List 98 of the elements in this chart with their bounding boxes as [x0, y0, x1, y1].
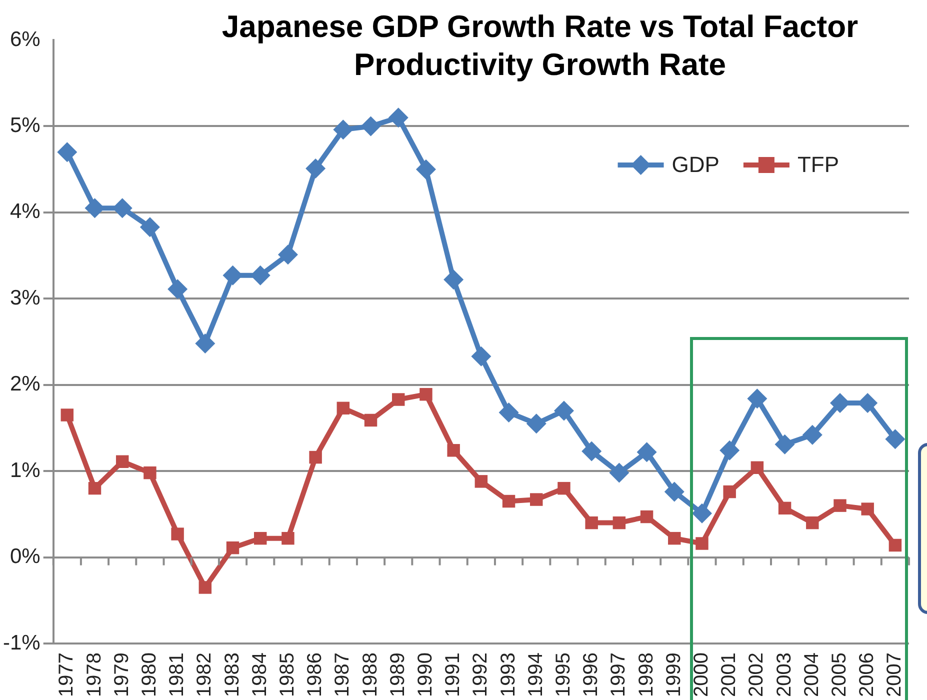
- x-tick-label: 1991: [442, 652, 464, 698]
- y-tick-label: 4%: [10, 200, 40, 224]
- x-tick-label: 2001: [718, 652, 740, 698]
- point: [696, 537, 708, 550]
- point: [774, 434, 795, 454]
- y-tick-label: -1%: [2, 631, 40, 654]
- x-tick-label: 1987: [332, 652, 354, 698]
- point: [778, 502, 792, 515]
- point: [664, 482, 684, 502]
- point: [750, 461, 764, 474]
- x-tick-label: 2003: [773, 652, 796, 698]
- point: [392, 393, 405, 406]
- point: [668, 532, 681, 545]
- point: [530, 493, 543, 506]
- x-tick-label: 1978: [83, 652, 106, 698]
- point: [640, 510, 654, 524]
- point: [802, 424, 822, 445]
- point: [364, 414, 378, 427]
- x-tick-label: 1988: [359, 652, 382, 698]
- y-tick-label: 6%: [10, 28, 40, 51]
- x-tick-label: 2000: [690, 652, 712, 698]
- point: [692, 503, 712, 524]
- y-tick-label: 0%: [10, 545, 40, 568]
- point: [526, 414, 546, 434]
- x-tick-label: 1984: [248, 652, 271, 698]
- y-tick-label: 1%: [10, 458, 40, 482]
- x-tick-label: 2007: [884, 652, 906, 698]
- point: [444, 270, 464, 290]
- point: [416, 159, 436, 180]
- point: [88, 482, 102, 495]
- point: [585, 516, 598, 530]
- point: [360, 116, 381, 136]
- point: [171, 528, 184, 540]
- point: [57, 142, 78, 162]
- point: [226, 541, 240, 554]
- point: [447, 444, 460, 457]
- x-tick-label: 1980: [138, 652, 160, 698]
- point: [498, 402, 519, 422]
- point: [278, 244, 298, 265]
- point: [554, 400, 574, 421]
- legend-label: GDP: [672, 152, 720, 178]
- chart-title: Japanese GDP Growth Rate vs Total Factor Productivity Growth Rate: [220, 8, 860, 84]
- point: [471, 346, 492, 366]
- point: [861, 502, 874, 516]
- x-tick-label: 2002: [746, 652, 768, 698]
- x-tick-label: 1982: [194, 652, 216, 698]
- point: [144, 466, 156, 480]
- point: [388, 108, 408, 128]
- point: [723, 485, 736, 498]
- point: [306, 158, 326, 178]
- x-tick-label: 1996: [580, 652, 602, 698]
- y-tick-label: 2%: [10, 372, 40, 396]
- point: [834, 499, 846, 512]
- point: [720, 440, 740, 460]
- point: [612, 516, 626, 530]
- x-tick-label: 2004: [800, 652, 823, 698]
- point: [198, 581, 212, 594]
- x-tick-label: 1989: [386, 652, 409, 698]
- point: [609, 462, 630, 483]
- y-tick-label: 3%: [10, 286, 40, 310]
- point: [336, 402, 350, 415]
- x-tick-label: 1977: [56, 652, 78, 698]
- point: [747, 388, 768, 409]
- x-tick-label: 1990: [414, 652, 436, 698]
- point: [474, 475, 488, 488]
- point: [885, 429, 906, 450]
- point: [140, 217, 160, 238]
- point: [195, 333, 216, 354]
- x-tick-label: 1993: [497, 652, 520, 698]
- legend-label: TFP: [797, 152, 840, 178]
- point: [168, 279, 188, 300]
- point: [254, 532, 267, 545]
- x-tick-label: 1985: [276, 652, 298, 698]
- x-tick-label: 1983: [221, 652, 244, 698]
- point: [60, 408, 74, 422]
- point: [888, 538, 902, 552]
- point: [282, 532, 294, 545]
- x-tick-label: 1995: [552, 652, 574, 698]
- point: [502, 494, 516, 508]
- x-tick-label: 1986: [304, 652, 326, 698]
- point: [333, 120, 354, 140]
- x-tick-label: 1997: [608, 652, 630, 698]
- point: [636, 442, 657, 462]
- x-tick-label: 1999: [662, 652, 685, 698]
- x-tick-label: 1992: [470, 652, 492, 698]
- x-tick-label: 1979: [110, 652, 133, 698]
- point: [309, 450, 322, 464]
- x-tick-label: 1981: [166, 652, 188, 698]
- x-tick-label: 1994: [524, 652, 547, 698]
- x-tick-label: 2006: [856, 652, 878, 698]
- point: [116, 455, 129, 468]
- x-tick-label: 2005: [828, 652, 851, 698]
- point: [806, 516, 819, 530]
- point: [420, 388, 432, 401]
- y-tick-label: 5%: [10, 114, 40, 138]
- x-tick-label: 1998: [635, 652, 658, 698]
- point: [582, 441, 602, 462]
- point: [558, 482, 570, 495]
